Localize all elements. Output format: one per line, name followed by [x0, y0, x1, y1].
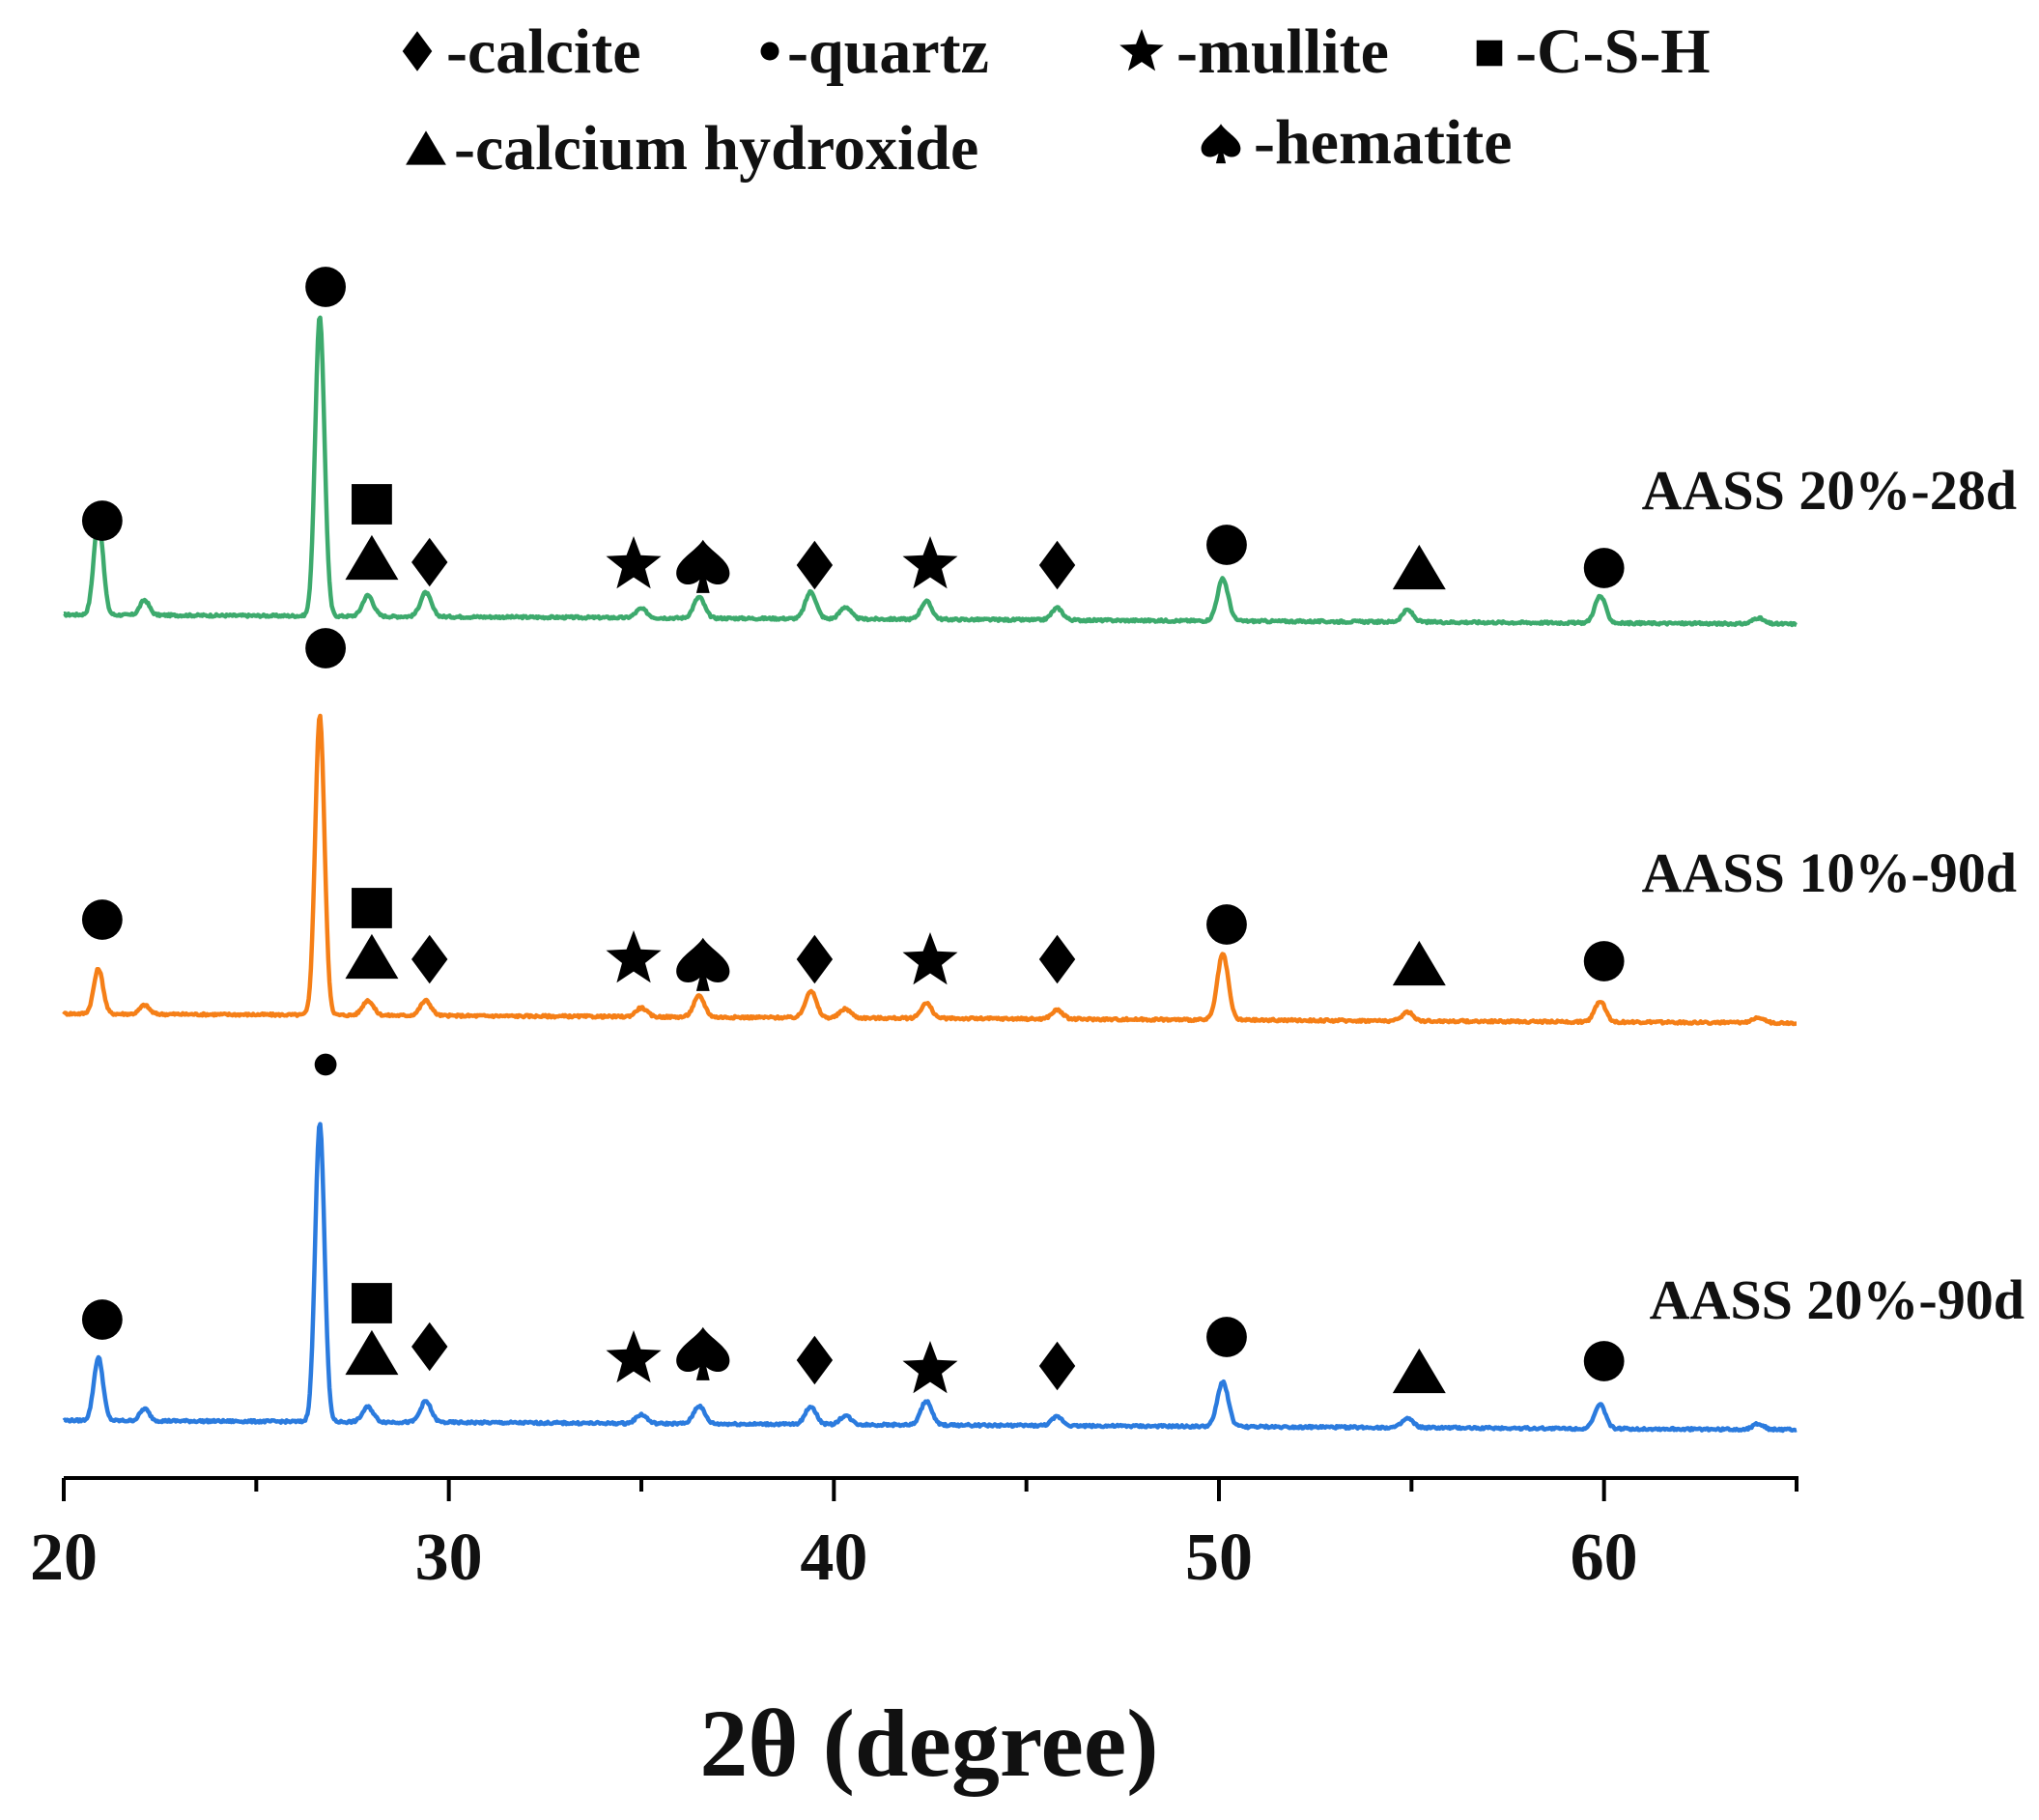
legend-diamond-icon	[402, 31, 433, 71]
marker-square-icon	[352, 1283, 392, 1323]
marker-diamond-icon	[411, 537, 448, 587]
phase-markers	[81, 267, 1625, 1394]
legend-triangle-icon	[406, 130, 446, 165]
marker-square-icon	[352, 484, 392, 525]
marker-diamond-icon	[796, 1335, 834, 1385]
legend-label: -calcium hydroxide	[454, 113, 978, 184]
marker-circle-icon	[1206, 525, 1247, 565]
series-line-2	[62, 1122, 1798, 1434]
marker-spade-icon	[676, 937, 730, 991]
marker-diamond-icon	[1038, 934, 1076, 984]
x-axis: 20 30 40 50 60	[30, 1476, 1798, 1595]
legend-star-icon	[1119, 29, 1164, 71]
marker-star-icon	[606, 1330, 662, 1383]
series-line-1	[62, 713, 1798, 1027]
marker-star-icon	[902, 932, 958, 985]
x-axis-title: 2θ (degree)	[699, 1690, 1158, 1797]
marker-circle-icon	[1583, 1341, 1625, 1381]
marker-star-icon	[902, 536, 958, 589]
legend-square-icon	[1476, 40, 1503, 67]
marker-diamond-icon	[1038, 540, 1076, 590]
marker-star-icon	[606, 536, 662, 589]
plot-series	[62, 315, 1798, 1434]
marker-triangle-icon	[345, 1329, 399, 1376]
marker-diamond-icon	[796, 934, 834, 984]
x-tick-label: 30	[415, 1521, 483, 1595]
marker-diamond-icon	[411, 1322, 448, 1372]
marker-triangle-icon	[1392, 544, 1446, 590]
x-tick-label: 20	[30, 1521, 98, 1595]
marker-star-icon	[902, 1341, 958, 1394]
marker-circle-icon	[81, 1299, 123, 1340]
marker-diamond-icon	[1038, 1341, 1076, 1391]
legend-label: -hematite	[1254, 107, 1513, 178]
marker-circle-icon	[1206, 1317, 1247, 1357]
legend-label: -mullite	[1176, 16, 1389, 87]
x-tick-label: 50	[1185, 1521, 1253, 1595]
series-label: AASS 20%-90d	[1650, 1268, 2025, 1331]
series-label: AASS 10%-90d	[1642, 841, 2017, 904]
marker-circle-icon	[81, 899, 123, 940]
legend-label: -quartz	[787, 16, 989, 87]
marker-circle-icon	[1583, 548, 1625, 588]
series-labels: AASS 20%-28d AASS 10%-90d AASS 20%-90d	[1642, 459, 2025, 1331]
series-line-0	[62, 315, 1798, 628]
x-tick-label: 60	[1571, 1521, 1638, 1595]
marker-circle-icon	[1583, 941, 1625, 981]
marker-triangle-icon	[1392, 940, 1446, 986]
marker-star-icon	[606, 930, 662, 983]
marker-triangle-icon	[345, 933, 399, 980]
marker-circle-icon	[1206, 904, 1247, 945]
marker-triangle-icon	[345, 534, 399, 581]
legend-label: -calcite	[446, 16, 641, 87]
marker-spade-icon	[676, 539, 730, 593]
marker-circle-icon	[314, 1053, 337, 1076]
x-tick-label: 40	[800, 1521, 867, 1595]
legend-circle-icon	[760, 42, 779, 61]
series-label: AASS 20%-28d	[1642, 459, 2017, 522]
marker-circle-icon	[305, 267, 346, 307]
legend: -calcite -quartz -mullite -C-S-H -calcium hy…	[402, 16, 1711, 184]
marker-square-icon	[352, 888, 392, 928]
marker-circle-icon	[305, 628, 346, 668]
marker-diamond-icon	[411, 934, 448, 984]
legend-label: -C-S-H	[1515, 16, 1711, 87]
legend-spade-icon	[1201, 124, 1241, 164]
marker-triangle-icon	[1392, 1348, 1446, 1394]
marker-spade-icon	[676, 1326, 730, 1380]
marker-circle-icon	[81, 500, 123, 541]
marker-diamond-icon	[796, 540, 834, 590]
